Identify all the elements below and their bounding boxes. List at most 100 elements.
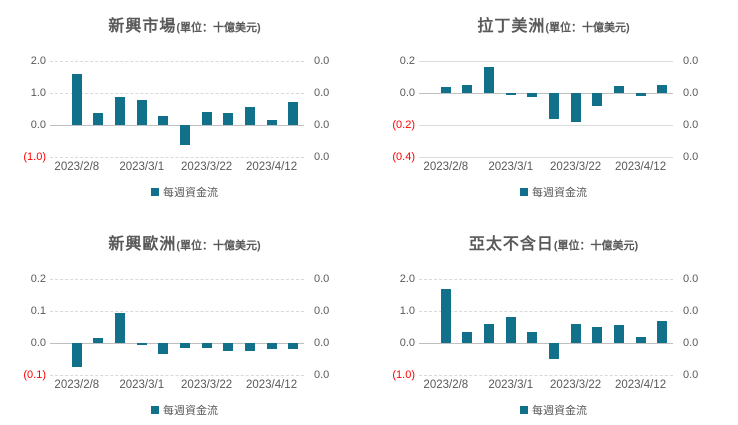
chart-emerging-europe: 新興歐洲(單位：十億美元) 每週資金流 0.2 0.0 0.1 0.0 0.0 0.0 (0… [0,212,369,424]
bar [505,93,516,96]
bar [115,312,126,343]
bar [657,85,668,93]
bar [570,323,581,343]
x-axis-tick: 2023/2/8 [423,161,469,173]
plot-area [419,279,673,376]
legend-swatch-icon [520,406,528,414]
y-axis-tick-left: 0.2 [399,55,415,67]
y-axis-tick-left: (0.1) [23,369,46,381]
bar [527,93,538,97]
bar [613,324,624,343]
legend: 每週資金流 [0,402,369,418]
x-axis-tick: 2023/3/22 [550,379,602,391]
gridline [419,375,673,376]
bar [136,99,147,125]
y-axis-tick-left: 0.0 [30,119,46,131]
gridline [419,279,673,280]
bar [223,343,234,351]
y-axis-tick-left: 0.2 [30,273,46,285]
x-axis-tick: 2023/3/1 [488,379,534,391]
y-axis-tick-left: (1.0) [23,151,46,163]
x-axis-tick: 2023/2/8 [54,379,100,391]
bar [288,343,299,350]
y-axis-tick-left: 0.0 [30,337,46,349]
bar [440,288,451,343]
y-axis-tick-right: 0.0 [314,87,330,99]
y-axis-tick-right: 0.0 [314,119,330,131]
gridline [50,311,304,312]
x-axis-line [419,93,673,94]
x-axis-tick: 2023/3/22 [181,379,233,391]
x-axis-tick: 2023/3/1 [119,161,165,173]
gridline [419,61,673,62]
x-axis-line [419,343,673,344]
y-axis-tick-right: 0.0 [683,369,699,381]
chart-area: 新興歐洲(單位：十億美元) 每週資金流 0.2 0.0 0.1 0.0 0.0 0.0 (0… [0,218,369,424]
plot-area [50,279,304,376]
bar [158,116,169,125]
chart-title: 新興歐洲(單位：十億美元) [0,233,369,258]
y-axis-tick-right: 0.0 [683,337,699,349]
x-axis-tick: 2023/3/22 [550,161,602,173]
bar [288,101,299,125]
bar [549,93,559,119]
bar [93,338,104,343]
y-axis-tick-left: (0.2) [392,119,415,131]
bar [266,119,277,125]
bar [462,331,473,343]
x-axis-tick: 2023/4/12 [614,161,667,173]
y-axis-tick-right: 0.0 [314,369,330,381]
chart-title-unit: (單位：十億美元) [553,240,639,252]
chart-title-unit: (單位：十億美元) [545,22,630,34]
y-axis-tick-right: 0.0 [683,87,699,99]
legend-label: 每週資金流 [532,405,587,417]
bar [180,125,190,145]
bar [223,112,234,125]
chart-title: 新興市場(單位：十億美元) [0,15,369,40]
bar [158,343,169,355]
legend-label: 每週資金流 [163,405,218,417]
chart-area: 新興市場(單位：十億美元) 每週資金流 2.0 0.0 1.0 0.0 0.0 0.0 (1… [0,0,369,212]
plot-area [419,61,673,158]
bar [201,343,212,348]
legend-label: 每週資金流 [532,187,587,199]
bar [635,336,646,343]
chart-title-text: 亞太不含日 [468,236,554,253]
bar [635,93,646,97]
y-axis-tick-right: 0.0 [683,119,699,131]
y-axis-tick-left: 0.1 [30,305,46,317]
x-axis-line [50,343,304,344]
bar [527,331,538,343]
bar [484,67,495,93]
y-axis-tick-right: 0.0 [683,151,699,163]
bar [180,343,190,348]
bar [613,85,624,93]
chart-area: 拉丁美洲(單位：十億美元) 每週資金流 0.2 0.0 0.0 0.0 (0.2) 0.0… [369,0,738,212]
y-axis-tick-right: 0.0 [314,305,330,317]
x-axis-tick: 2023/2/8 [54,161,100,173]
bar [592,93,603,106]
y-axis-tick-left: (1.0) [392,369,415,381]
bar [570,93,581,122]
y-axis-tick-left: 1.0 [399,305,415,317]
bar [440,86,451,93]
y-axis-tick-left: 2.0 [30,55,46,67]
gridline [50,61,304,62]
legend-swatch-icon [151,188,159,196]
gridline [50,279,304,280]
gridline [419,125,673,126]
bar [657,320,668,343]
y-axis-tick-right: 0.0 [683,55,699,67]
gridline [50,93,304,94]
chart-title-text: 新興市場 [108,18,177,35]
legend: 每週資金流 [0,184,369,200]
x-axis-tick: 2023/3/1 [488,161,534,173]
y-axis-tick-right: 0.0 [683,273,699,285]
y-axis-tick-left: 0.0 [399,87,415,99]
y-axis-tick-right: 0.0 [314,151,330,163]
gridline [419,157,673,158]
chart-title-text: 新興歐洲 [108,236,177,253]
y-axis-tick-left: 0.0 [399,337,415,349]
chart-title-unit: (單位：十億美元) [176,240,261,252]
y-axis-tick-right: 0.0 [314,55,330,67]
